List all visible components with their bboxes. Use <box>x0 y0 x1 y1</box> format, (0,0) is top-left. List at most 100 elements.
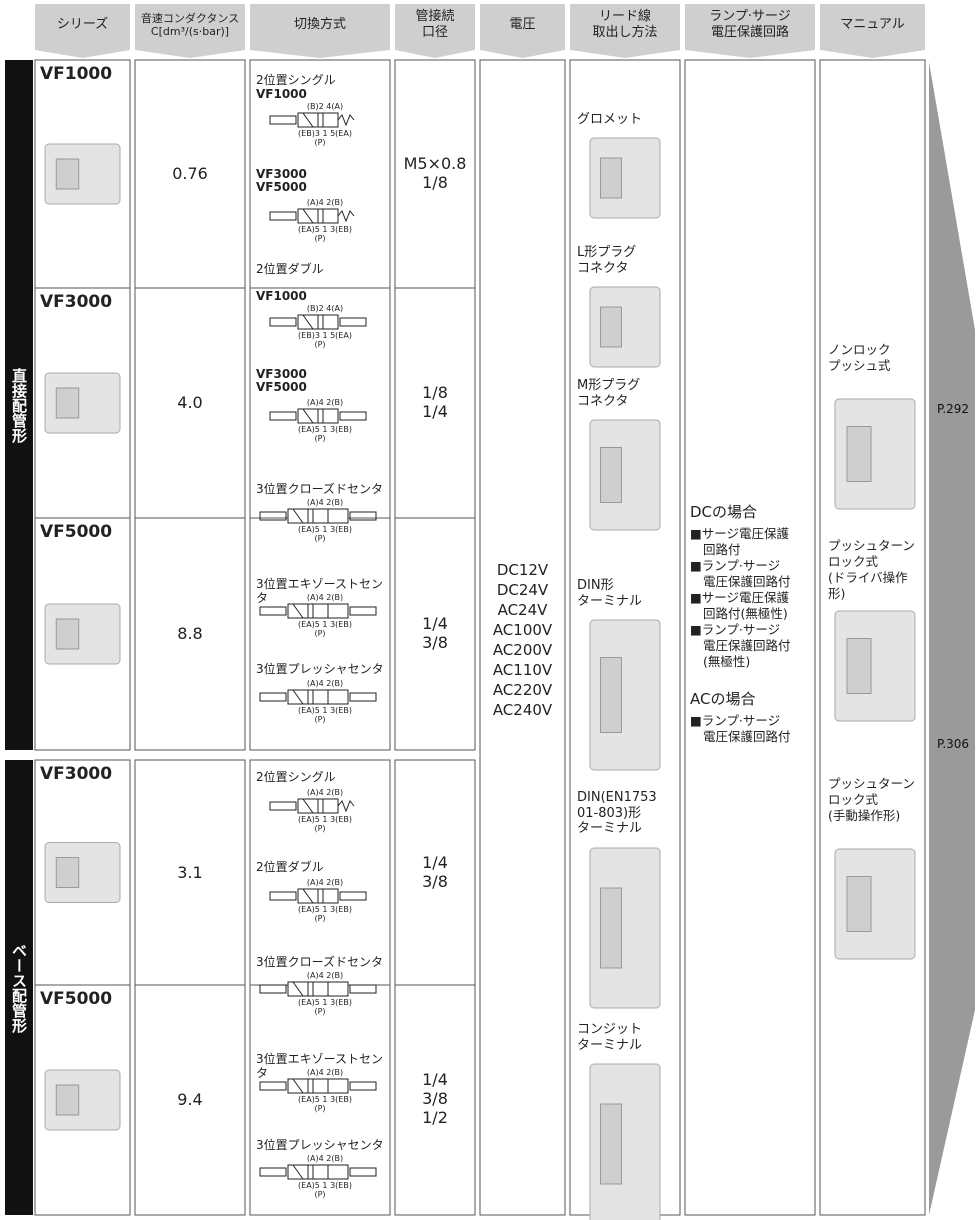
actuator <box>339 411 367 421</box>
valve-box <box>307 603 329 619</box>
valve-box <box>307 508 329 524</box>
port-label-bottom: (EA)5 1 3(EB) <box>298 998 352 1007</box>
actuator <box>269 317 297 327</box>
actuator <box>259 606 287 616</box>
page-ref: P.292 <box>936 402 970 416</box>
port-label-bottom: (EB)3 1 5(EA) <box>298 331 352 340</box>
switching-type: 3位置プレッシャセンタ <box>256 1138 384 1152</box>
group-bar <box>5 60 33 750</box>
switching-type: 2位置ダブル <box>256 262 324 276</box>
lead-type: コンジット ターミナル <box>577 1022 643 1053</box>
header-cell <box>820 4 925 58</box>
actuator <box>349 511 377 521</box>
manual-type: ノンロック プッシュ式 <box>828 342 891 373</box>
actuator <box>349 1081 377 1091</box>
header-cell <box>35 4 130 58</box>
valve-box <box>317 888 339 904</box>
product-image-detail <box>600 1103 622 1185</box>
voltage-list: DC12V DC24V AC24V AC100V AC200V AC110V A… <box>492 561 553 719</box>
port-label-bottom: (EA)5 1 3(EB) <box>298 815 352 824</box>
port-label-top: (A)4 2(B) <box>306 971 344 980</box>
protection-title: ACの場合 <box>690 690 756 708</box>
header-cell <box>395 4 475 58</box>
header-cell <box>570 4 680 58</box>
cell-border <box>34 984 131 1216</box>
header-label: リード線 取出し方法 <box>592 9 658 40</box>
actuator <box>339 891 367 901</box>
cell-border <box>34 517 131 751</box>
port-size: 1/4 3/8 <box>422 852 448 891</box>
series-name: VF3000 <box>40 764 113 784</box>
port-label-bottom: (EA)5 1 3(EB) <box>298 225 352 234</box>
header-cell <box>480 4 565 58</box>
cell-border <box>684 59 816 1216</box>
switching-type: 2位置ダブル <box>256 860 324 874</box>
header-cell <box>250 4 390 58</box>
actuator <box>269 115 297 125</box>
port-label-p: (P) <box>314 434 326 443</box>
actuator <box>269 891 297 901</box>
conductance: 9.4 <box>177 1090 203 1109</box>
product-image-detail <box>600 447 622 503</box>
port-label-bottom: (EA)5 1 3(EB) <box>298 1181 352 1190</box>
series-name: VF5000 <box>40 522 113 542</box>
switching-type: 2位置シングル <box>256 770 336 784</box>
conductance: 0.76 <box>172 164 208 183</box>
port-label-top: (A)4 2(B) <box>306 398 344 407</box>
valve-box <box>317 408 339 424</box>
valve-path <box>302 314 314 330</box>
header-label: 切換方式 <box>293 17 346 33</box>
port-label-top: (A)4 2(B) <box>306 498 344 507</box>
port-label-p: (P) <box>314 914 326 923</box>
actuator <box>259 1167 287 1177</box>
port-label-bottom: (EA)5 1 3(EB) <box>298 525 352 534</box>
port-label-bottom: (EA)5 1 3(EB) <box>298 620 352 629</box>
product-image-detail <box>846 876 872 932</box>
valve-box <box>327 508 349 524</box>
port-label-top: (A)4 2(B) <box>306 878 344 887</box>
valve-path <box>302 798 314 814</box>
page-arrow <box>929 62 975 1215</box>
actuator <box>259 1081 287 1091</box>
switching-type: 3位置プレッシャセンタ <box>256 662 384 676</box>
switching-series: VF1000 <box>256 87 307 101</box>
cell-border <box>394 517 476 751</box>
manual-type: プッシュターン ロック式 (ドライバ操作形) <box>828 538 915 601</box>
port-label-bottom: (EA)5 1 3(EB) <box>298 905 352 914</box>
page-ref: P.306 <box>936 737 970 751</box>
port-label-p: (P) <box>314 715 326 724</box>
header-label: 音速コンダクタンス C[dm³/(s·bar)] <box>140 11 240 38</box>
port-size: M5×0.8 1/8 <box>403 154 467 193</box>
valve-box <box>307 1078 329 1094</box>
protection-item: ■サージ電圧保護 回路付 <box>690 526 790 557</box>
port-label-p: (P) <box>314 234 326 243</box>
lead-type: DIN(EN1753 01-803)形 ターミナル <box>577 790 657 837</box>
valve-box <box>327 1078 349 1094</box>
actuator <box>269 411 297 421</box>
port-label-p: (P) <box>314 534 326 543</box>
cell-border <box>394 984 476 1216</box>
actuator <box>269 801 297 811</box>
port-label-bottom: (EA)5 1 3(EB) <box>298 1095 352 1104</box>
manual-type: プッシュターン ロック式 (手動操作形) <box>828 776 915 823</box>
valve-path <box>302 408 314 424</box>
switching-series: VF1000 <box>256 289 307 303</box>
lead-type: L形プラグ コネクタ <box>577 245 637 276</box>
product-image-detail <box>600 887 622 969</box>
switching-type: 3位置エキゾーストセンタ <box>256 1052 384 1081</box>
group-bar <box>5 760 33 1215</box>
valve-box <box>327 603 349 619</box>
valve-path <box>292 603 304 619</box>
product-image-detail <box>55 857 80 888</box>
valve-path <box>292 508 304 524</box>
port-label-top: (A)4 2(B) <box>306 593 344 602</box>
valve-path <box>292 1164 304 1180</box>
valve-path <box>302 208 314 224</box>
actuator <box>349 606 377 616</box>
spring <box>337 114 355 127</box>
port-label-top: (A)4 2(B) <box>306 198 344 207</box>
protection-item: ■ランプ·サージ 電圧保護回路付 (無極性) <box>690 622 791 669</box>
port-label-top: (A)4 2(B) <box>306 1154 344 1163</box>
valve-path <box>302 888 314 904</box>
port-label-p: (P) <box>314 824 326 833</box>
